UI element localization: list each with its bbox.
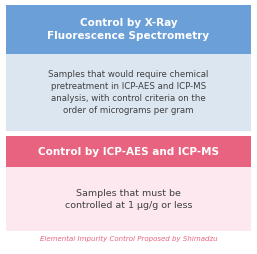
FancyBboxPatch shape xyxy=(6,54,251,131)
FancyBboxPatch shape xyxy=(6,5,251,54)
Text: Control by ICP-AES and ICP-MS: Control by ICP-AES and ICP-MS xyxy=(38,147,219,157)
Text: Samples that must be
controlled at 1 μg/g or less: Samples that must be controlled at 1 μg/… xyxy=(65,188,192,210)
Text: Control by X-Ray
Fluorescence Spectrometry: Control by X-Ray Fluorescence Spectromet… xyxy=(48,18,209,41)
Text: Elemental Impurity Control Proposed by Shimadzu: Elemental Impurity Control Proposed by S… xyxy=(40,236,217,242)
FancyBboxPatch shape xyxy=(6,136,251,167)
FancyBboxPatch shape xyxy=(6,167,251,231)
Text: Samples that would require chemical
pretreatment in ICP-AES and ICP-MS
analysis,: Samples that would require chemical pret… xyxy=(48,70,209,115)
